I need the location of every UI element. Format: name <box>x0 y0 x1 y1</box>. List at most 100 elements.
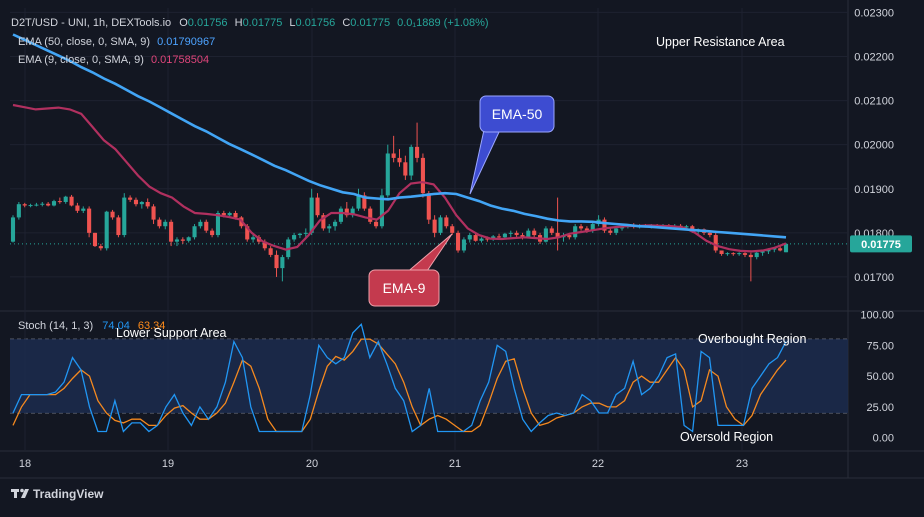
current-price-tag: 0.01775 <box>850 235 912 253</box>
candle-body <box>180 239 185 241</box>
candle <box>426 190 431 225</box>
candle <box>75 202 80 214</box>
candle-body <box>444 217 449 227</box>
candle <box>22 202 27 208</box>
candle <box>737 252 742 256</box>
candlestick-series <box>10 122 789 282</box>
annotation-oversold: Oversold Region <box>680 430 773 444</box>
candle-body <box>409 146 414 176</box>
candle <box>157 217 162 229</box>
candle-body <box>385 153 390 196</box>
ema9-line <box>12 103 787 253</box>
candle <box>110 209 115 220</box>
price-tick-label: 0.01700 <box>854 272 894 284</box>
candle-body <box>128 197 133 200</box>
legend-high-value: 0.01775 <box>243 17 283 29</box>
candle-body <box>303 232 308 234</box>
candle <box>34 202 39 207</box>
candle <box>508 230 513 238</box>
candle <box>444 215 449 229</box>
ema9-callout-box <box>368 269 440 307</box>
candle-body <box>309 197 314 233</box>
candle <box>432 215 437 238</box>
ema50-callout-label: EMA-50 <box>492 106 543 122</box>
annotation-overbought: Overbought Region <box>698 332 806 346</box>
price-axis: 0.023000.022000.021000.020000.019000.018… <box>854 7 894 284</box>
candle-body <box>215 213 221 236</box>
candle-body <box>532 230 537 236</box>
candle-body <box>151 206 156 220</box>
candle-body <box>397 157 402 163</box>
candle <box>63 195 68 204</box>
candle-body <box>46 203 51 206</box>
candle-body <box>356 195 361 209</box>
candle <box>16 201 21 220</box>
candle-body <box>578 226 584 229</box>
candle <box>180 237 185 244</box>
candle-body <box>374 221 379 227</box>
candle-body <box>280 257 285 269</box>
candle <box>479 237 484 243</box>
candle-body <box>51 201 57 206</box>
candle <box>409 144 414 180</box>
legend-close-value: 0.01775 <box>350 17 390 29</box>
candle <box>163 219 168 230</box>
candle-body <box>122 197 127 236</box>
stoch-tick-label: 75.00 <box>866 340 894 352</box>
candle-body <box>98 246 103 249</box>
candle <box>92 232 98 247</box>
tradingview-logo-icon <box>11 488 29 498</box>
candle-body <box>748 254 753 258</box>
price-tick-label: 0.02100 <box>854 96 894 108</box>
candle <box>379 188 384 229</box>
candle-body <box>461 239 466 251</box>
ema50-callout: EMA-50 <box>469 95 555 195</box>
legend-stoch-k: 74.04 <box>102 320 130 332</box>
candle-body <box>28 205 33 207</box>
candle <box>122 193 127 238</box>
candle-body <box>778 248 783 251</box>
candle-body <box>467 235 472 240</box>
time-tick-label: 22 <box>592 458 604 470</box>
candle-body <box>344 208 349 216</box>
annotation-lower-support: Lower Support Area <box>116 326 227 340</box>
candle <box>274 250 279 277</box>
legend-ohlc-line: D2T/USD - UNI, 1h, DEXTools.io O0.01756 … <box>11 17 489 29</box>
candle-body <box>543 228 548 242</box>
candle-body <box>204 221 209 231</box>
candle <box>725 252 730 256</box>
current-price-label: 0.01775 <box>861 239 901 251</box>
candle-body <box>456 232 461 251</box>
candle <box>748 252 753 282</box>
candle-body <box>502 233 507 238</box>
stoch-k-line <box>12 323 787 433</box>
candle <box>602 217 607 233</box>
candle <box>608 228 613 236</box>
candle <box>385 144 390 198</box>
tradingview-branding[interactable]: TradingView <box>11 487 104 501</box>
annotation-upper-resistance: Upper Resistance Area <box>656 35 785 49</box>
candle-body <box>438 217 443 233</box>
price-tick-label: 0.01900 <box>854 184 894 196</box>
candle-body <box>157 219 162 227</box>
candle <box>473 233 478 242</box>
candle-body <box>514 232 519 236</box>
candle <box>549 226 554 236</box>
candle <box>297 232 302 239</box>
time-tick-label: 18 <box>19 458 31 470</box>
legend-open-value: 0.01756 <box>188 17 228 29</box>
candle <box>280 254 285 282</box>
candle-body <box>245 226 250 240</box>
candle <box>268 246 273 258</box>
legend-stoch: Stoch (14, 1, 3) 74.04 63.34 <box>18 320 165 332</box>
candle <box>420 153 425 198</box>
candle <box>174 237 180 247</box>
stoch-tick-label: 50.00 <box>866 371 894 383</box>
candle-body <box>92 232 98 247</box>
ema50-callout-box <box>479 95 555 133</box>
candle <box>374 219 379 229</box>
candle-body <box>57 201 62 203</box>
candle-body <box>110 211 115 218</box>
candle-body <box>81 208 86 211</box>
